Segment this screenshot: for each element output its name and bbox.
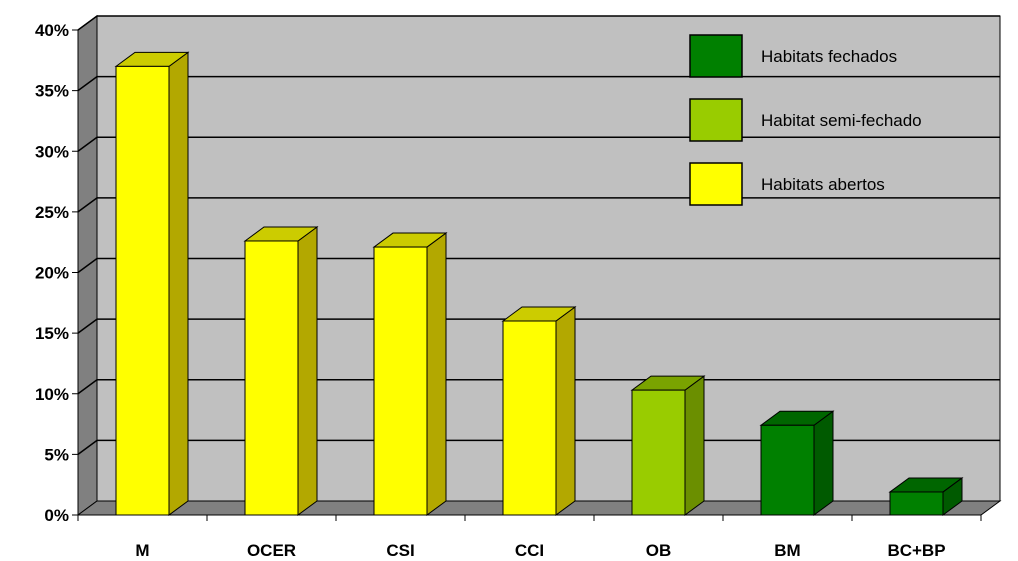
x-category-label: CCI [515,541,544,560]
bar-m [114,51,190,516]
x-category-label: BM [774,541,800,560]
bar-ocer [243,225,319,516]
x-category-label: OB [646,541,672,560]
legend-label: Habitats fechados [761,47,897,66]
bar-bc-bp [888,476,964,516]
x-category-label: M [135,541,149,560]
bar-front [373,246,428,516]
legend-swatch [689,34,743,78]
bar-side [426,232,447,516]
bar-csi [372,232,448,516]
bars [114,51,964,516]
y-tick-label: 35% [35,82,69,101]
gridline [77,15,1000,31]
bar-side [684,375,705,516]
y-tick-label: 20% [35,264,69,283]
bar-bm [759,410,835,516]
bar-front [115,65,170,516]
x-category-label: CSI [386,541,414,560]
y-tick-label: 40% [35,21,69,40]
legend-item: Habitat semi-fechado [689,98,922,142]
legend-label: Habitat semi-fechado [761,111,922,130]
y-tick-label: 5% [44,445,69,464]
y-tick-label: 30% [35,142,69,161]
gridline [77,318,1000,334]
bar-front [244,240,299,516]
y-tick-label: 0% [44,506,69,525]
bar-front [502,320,557,516]
y-tick-labels: 0% 5% 10% 15% 20% 25% 30% 35% 40% [35,21,69,525]
legend-swatch [689,98,743,142]
bar-ob [630,375,706,516]
bar-side [555,306,576,516]
x-category-labels: M OCER CSI CCI OB BM BC+BP [135,541,945,560]
legend-item: Habitats abertos [689,162,885,206]
y-tick-label: 25% [35,203,69,222]
x-category-label: BC+BP [887,541,945,560]
legend-swatch [689,162,743,206]
bar-front [631,389,686,516]
bar-cci [501,306,577,516]
x-category-label: OCER [247,541,296,560]
bar-front [889,491,944,516]
y-tick-label: 10% [35,385,69,404]
bar-side [168,51,189,516]
legend-label: Habitats abertos [761,175,885,194]
bar-front [760,424,815,516]
legend-item: Habitats fechados [689,34,897,78]
bar-side [813,410,834,516]
gridline [77,257,1000,274]
bar-side [297,225,318,516]
y-tick-label: 15% [35,324,69,343]
legend: Habitats fechados Habitat semi-fechado Hab… [689,34,922,206]
